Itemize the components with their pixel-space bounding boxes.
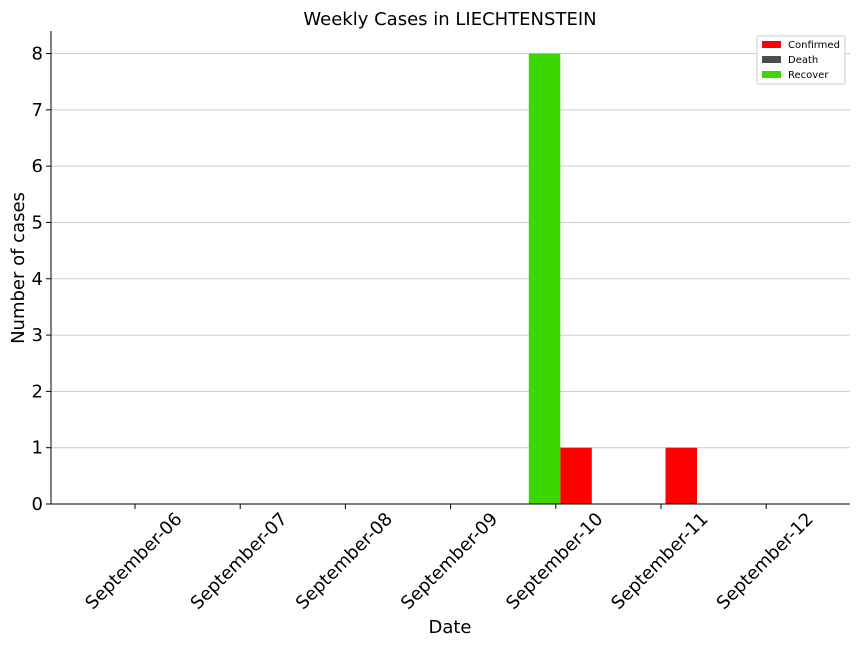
x-tick-label: September-09 — [397, 509, 502, 614]
y-axis-label: Number of cases — [8, 192, 29, 344]
bar-confirmed — [665, 447, 697, 504]
grid-lines — [51, 53, 850, 449]
y-tick-label: 7 — [32, 100, 43, 121]
legend-label: Recover — [788, 70, 829, 81]
x-tick-label: September-08 — [292, 509, 397, 614]
legend-swatch — [762, 71, 781, 78]
legend: Confirmed Death Recover — [756, 35, 846, 85]
y-tick-label: 5 — [32, 212, 43, 233]
bars — [528, 53, 697, 505]
y-tick-label: 8 — [32, 44, 43, 65]
x-tick-label: September-06 — [81, 509, 186, 614]
x-ticks: September-06 September-07 September-08 Sept… — [81, 504, 818, 614]
bar-confirmed — [560, 447, 592, 504]
y-tick-label: 4 — [32, 269, 43, 290]
bar-recover — [528, 53, 561, 505]
y-ticks: 0 1 2 3 4 5 6 7 8 — [32, 44, 51, 515]
x-axis-label: Date — [428, 617, 471, 638]
x-tick-label: September-07 — [187, 509, 292, 614]
legend-swatch — [762, 56, 781, 63]
y-tick-label: 0 — [32, 494, 43, 515]
x-tick-label: September-11 — [607, 509, 712, 614]
legend-swatch — [762, 41, 781, 48]
chart-title: Weekly Cases in LIECHTENSTEIN — [303, 9, 596, 30]
x-tick-label: September-10 — [502, 509, 607, 614]
axes — [50, 31, 850, 505]
legend-label: Confirmed — [788, 40, 840, 51]
legend-label: Death — [788, 55, 818, 66]
y-tick-label: 1 — [32, 438, 43, 459]
y-tick-label: 2 — [32, 381, 43, 402]
y-tick-label: 6 — [32, 156, 43, 177]
x-tick-label: September-12 — [713, 509, 818, 614]
y-tick-label: 3 — [32, 325, 43, 346]
